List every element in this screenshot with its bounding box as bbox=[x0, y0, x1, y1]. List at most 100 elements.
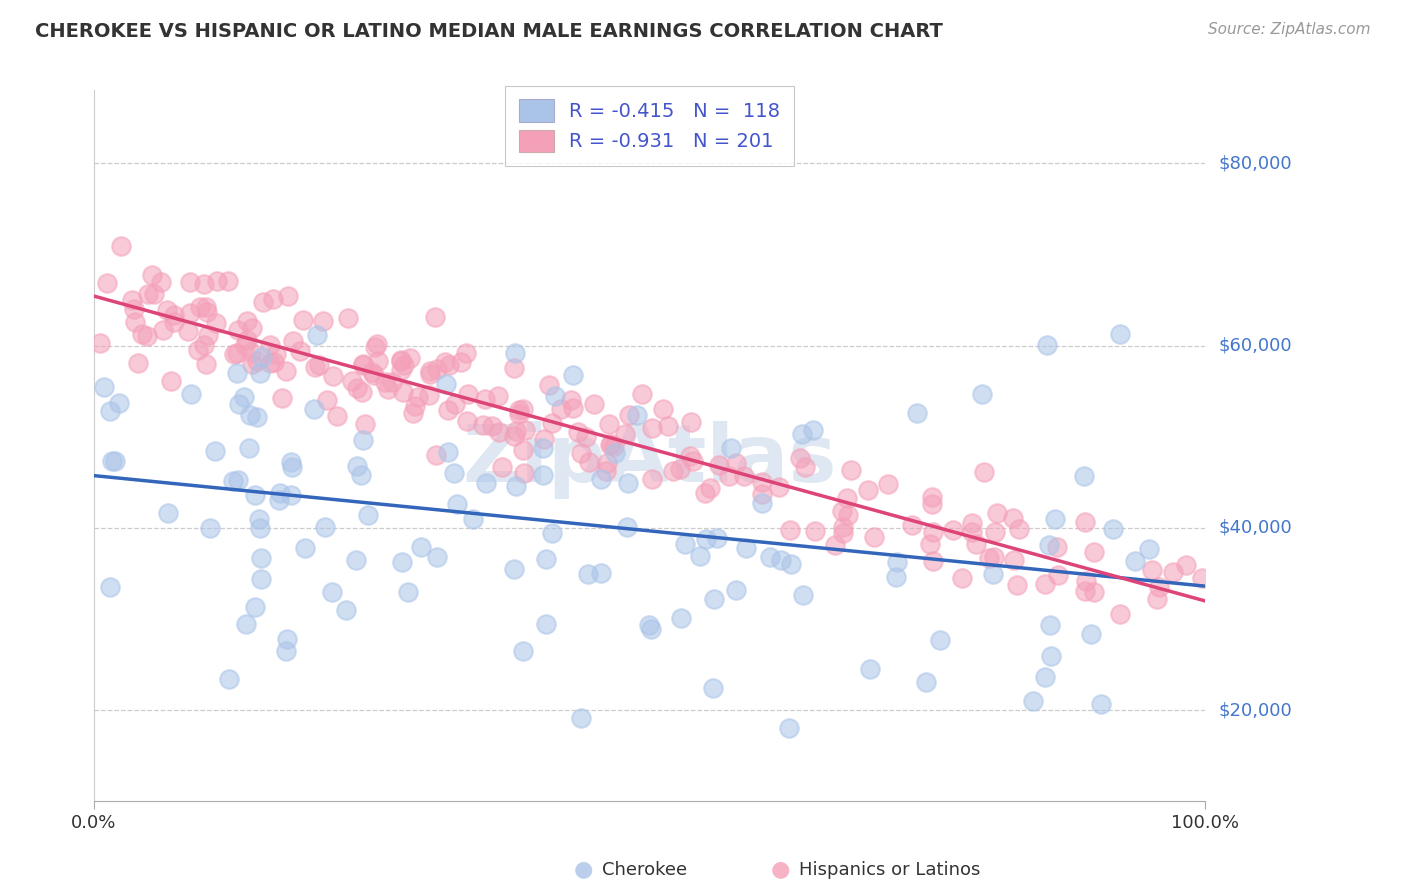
Point bbox=[905, 406, 928, 420]
Point bbox=[631, 386, 654, 401]
Point bbox=[1004, 553, 1026, 567]
Point bbox=[503, 361, 526, 376]
Point bbox=[1039, 649, 1062, 664]
Point bbox=[239, 345, 262, 359]
Point bbox=[481, 419, 503, 434]
Point bbox=[1125, 554, 1147, 568]
Point bbox=[921, 490, 943, 504]
Point bbox=[1161, 565, 1184, 579]
Point bbox=[942, 523, 965, 537]
Point bbox=[486, 389, 509, 403]
Point bbox=[824, 537, 846, 551]
Point bbox=[127, 355, 149, 369]
Point bbox=[426, 362, 449, 376]
Point bbox=[596, 456, 619, 470]
Point bbox=[616, 475, 638, 490]
Point bbox=[689, 549, 711, 563]
Point bbox=[699, 481, 721, 495]
Point bbox=[1102, 523, 1125, 537]
Point bbox=[831, 504, 853, 518]
Point bbox=[884, 570, 907, 584]
Point bbox=[110, 239, 132, 253]
Point bbox=[180, 387, 202, 401]
Point bbox=[350, 384, 373, 399]
Point bbox=[269, 492, 291, 507]
Point bbox=[724, 582, 747, 597]
Point bbox=[780, 557, 803, 571]
Point bbox=[578, 455, 600, 469]
Point bbox=[136, 287, 159, 301]
Point bbox=[1073, 469, 1095, 483]
Point bbox=[544, 389, 567, 403]
Point bbox=[589, 472, 612, 486]
Point bbox=[769, 553, 792, 567]
Point bbox=[619, 408, 641, 422]
Point bbox=[314, 520, 336, 534]
Point bbox=[1146, 592, 1168, 607]
Text: $80,000: $80,000 bbox=[1219, 154, 1292, 172]
Point bbox=[751, 496, 773, 510]
Point bbox=[271, 391, 294, 405]
Point bbox=[513, 467, 536, 481]
Point bbox=[703, 592, 725, 607]
Point bbox=[1174, 558, 1197, 572]
Point bbox=[794, 460, 817, 475]
Point bbox=[1083, 545, 1105, 559]
Point bbox=[367, 353, 389, 368]
Point bbox=[1109, 607, 1132, 621]
Point bbox=[778, 721, 800, 735]
Point bbox=[235, 616, 257, 631]
Point bbox=[693, 486, 716, 500]
Point bbox=[576, 566, 599, 581]
Text: $60,000: $60,000 bbox=[1219, 336, 1292, 354]
Point bbox=[276, 632, 298, 647]
Point bbox=[454, 346, 477, 360]
Point bbox=[900, 517, 922, 532]
Point bbox=[831, 526, 853, 541]
Point bbox=[1033, 576, 1056, 591]
Text: $20,000: $20,000 bbox=[1219, 701, 1292, 719]
Point bbox=[965, 537, 987, 551]
Point bbox=[281, 459, 304, 474]
Point bbox=[402, 406, 425, 420]
Point bbox=[599, 438, 621, 452]
Point bbox=[503, 562, 526, 576]
Point bbox=[862, 531, 884, 545]
Point bbox=[423, 310, 446, 324]
Point bbox=[616, 520, 638, 534]
Point bbox=[837, 508, 859, 522]
Point bbox=[391, 384, 413, 399]
Point bbox=[235, 334, 257, 348]
Point bbox=[108, 396, 131, 410]
Point bbox=[418, 388, 440, 402]
Point bbox=[250, 350, 273, 364]
Point bbox=[1147, 580, 1170, 594]
Point bbox=[344, 553, 367, 567]
Point bbox=[177, 324, 200, 338]
Point bbox=[717, 469, 740, 483]
Point bbox=[1076, 574, 1098, 589]
Point bbox=[751, 486, 773, 500]
Point bbox=[141, 268, 163, 282]
Point bbox=[217, 274, 239, 288]
Point bbox=[233, 337, 256, 351]
Point bbox=[304, 359, 326, 374]
Point bbox=[533, 432, 555, 446]
Point bbox=[259, 356, 281, 370]
Point bbox=[136, 329, 159, 343]
Point bbox=[240, 321, 263, 335]
Legend: R = -0.415   N =  118, R = -0.931   N = 201: R = -0.415 N = 118, R = -0.931 N = 201 bbox=[505, 86, 794, 166]
Point bbox=[779, 524, 801, 538]
Point bbox=[886, 555, 908, 569]
Point bbox=[239, 408, 262, 422]
Point bbox=[531, 467, 554, 482]
Point bbox=[1108, 327, 1130, 342]
Point bbox=[315, 392, 337, 407]
Point bbox=[512, 442, 534, 457]
Point bbox=[1080, 627, 1102, 641]
Point bbox=[536, 617, 558, 632]
Point bbox=[96, 276, 118, 290]
Point bbox=[218, 672, 240, 686]
Point bbox=[446, 497, 468, 511]
Point bbox=[508, 403, 530, 417]
